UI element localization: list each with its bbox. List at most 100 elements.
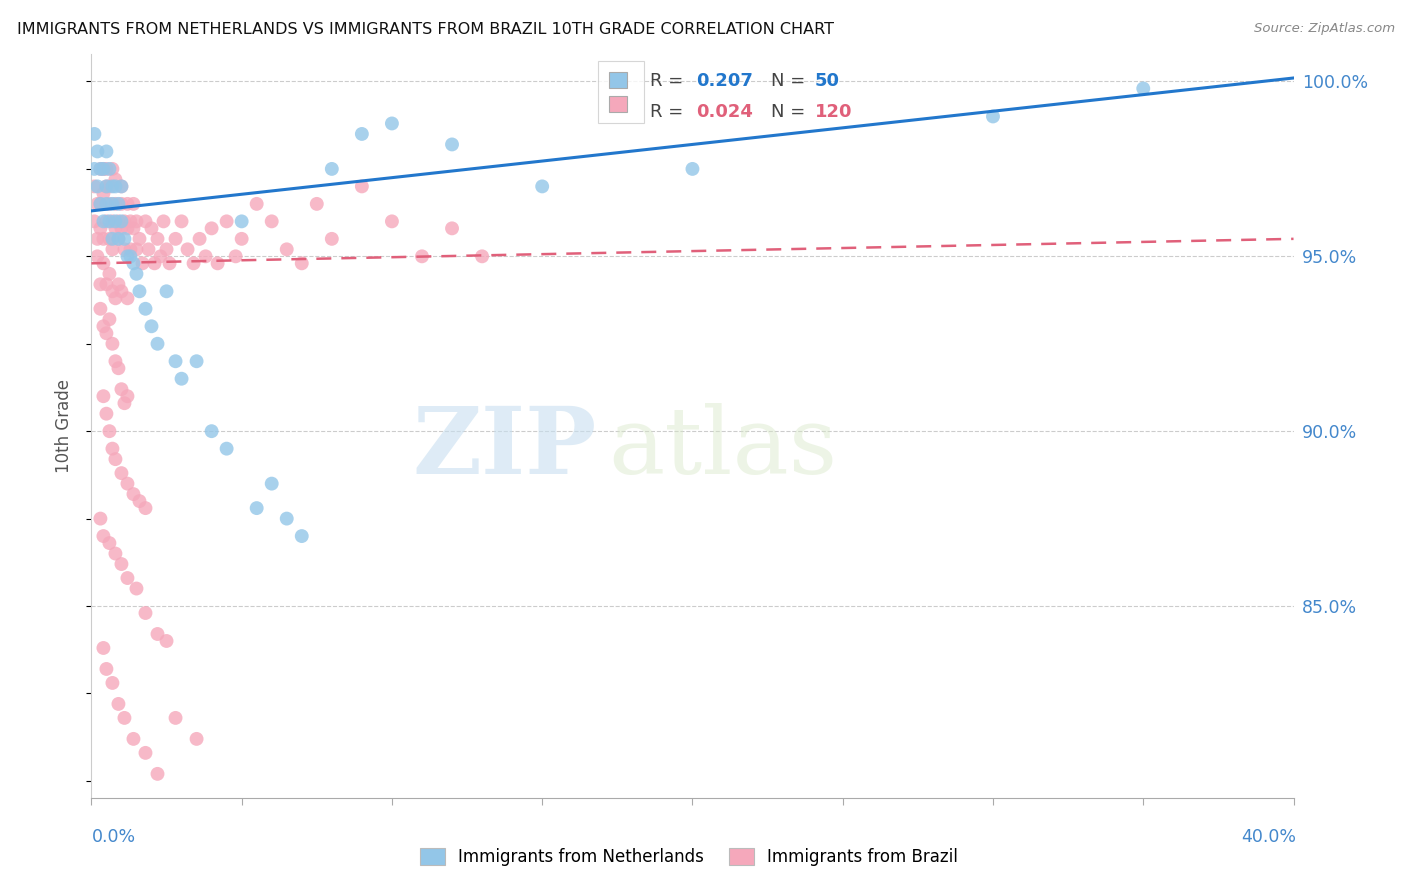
Point: [141, 221, 163, 235]
Point: [83, 214, 105, 228]
Point: [101, 676, 124, 690]
Text: 40.0%: 40.0%: [1241, 828, 1296, 846]
Point: [125, 214, 148, 228]
Text: IMMIGRANTS FROM NETHERLANDS VS IMMIGRANTS FROM BRAZIL 10TH GRADE CORRELATION CHA: IMMIGRANTS FROM NETHERLANDS VS IMMIGRANT…: [17, 22, 834, 37]
Point: [291, 529, 314, 543]
Point: [117, 476, 139, 491]
Point: [134, 214, 156, 228]
Point: [89, 161, 111, 176]
Point: [83, 179, 105, 194]
Point: [93, 640, 115, 655]
Point: [110, 214, 132, 228]
Point: [225, 249, 247, 263]
Point: [104, 354, 127, 368]
Point: [183, 256, 205, 270]
Point: [110, 557, 132, 571]
Point: [104, 291, 127, 305]
Point: [110, 221, 132, 235]
Point: [117, 249, 139, 263]
Text: 50: 50: [815, 72, 839, 90]
Point: [96, 197, 118, 211]
Point: [120, 214, 142, 228]
Point: [146, 627, 169, 641]
Point: [114, 214, 136, 228]
Point: [165, 711, 187, 725]
Point: [138, 243, 160, 257]
Point: [107, 232, 129, 246]
Point: [440, 221, 463, 235]
Point: [149, 249, 172, 263]
Point: [681, 161, 703, 176]
Point: [93, 214, 115, 228]
Point: [107, 361, 129, 376]
Point: [93, 232, 115, 246]
Point: [276, 511, 298, 525]
Point: [86, 249, 108, 263]
Point: [98, 179, 121, 194]
Point: [104, 172, 127, 186]
Point: [131, 256, 153, 270]
Point: [246, 197, 269, 211]
Point: [165, 232, 187, 246]
Point: [98, 424, 121, 438]
Point: [117, 197, 139, 211]
Text: 120: 120: [815, 103, 852, 120]
Point: [201, 424, 224, 438]
Point: [93, 161, 115, 176]
Point: [86, 197, 108, 211]
Text: 0.024: 0.024: [696, 103, 754, 120]
Text: 0.0%: 0.0%: [91, 828, 135, 846]
Point: [86, 232, 108, 246]
Point: [107, 232, 129, 246]
Point: [98, 197, 121, 211]
Point: [165, 354, 187, 368]
Point: [93, 186, 115, 201]
Point: [260, 214, 283, 228]
Text: atlas: atlas: [609, 403, 838, 493]
Point: [101, 161, 124, 176]
Point: [107, 214, 129, 228]
Point: [89, 511, 111, 525]
Point: [207, 256, 229, 270]
Point: [98, 312, 121, 326]
Point: [125, 582, 148, 596]
Point: [194, 249, 217, 263]
Point: [114, 243, 136, 257]
Point: [110, 285, 132, 299]
Text: ZIP: ZIP: [412, 403, 596, 493]
Point: [122, 221, 145, 235]
Point: [159, 256, 181, 270]
Point: [101, 179, 124, 194]
Point: [89, 161, 111, 176]
Point: [101, 285, 124, 299]
Point: [104, 179, 127, 194]
Y-axis label: 10th Grade: 10th Grade: [55, 379, 73, 473]
Point: [122, 197, 145, 211]
Point: [101, 442, 124, 456]
Point: [122, 256, 145, 270]
Point: [98, 232, 121, 246]
Point: [93, 529, 115, 543]
Point: [231, 214, 253, 228]
Point: [246, 501, 269, 516]
Point: [104, 452, 127, 467]
Point: [104, 547, 127, 561]
Point: [188, 232, 211, 246]
Point: [134, 606, 156, 620]
Point: [117, 571, 139, 585]
Point: [350, 179, 373, 194]
Point: [321, 232, 343, 246]
Point: [117, 221, 139, 235]
Point: [83, 127, 105, 141]
Point: [96, 277, 118, 292]
Point: [104, 214, 127, 228]
Point: [125, 243, 148, 257]
Point: [128, 494, 150, 508]
Point: [122, 487, 145, 501]
Point: [117, 389, 139, 403]
Text: R =: R =: [651, 72, 689, 90]
Point: [110, 179, 132, 194]
Point: [96, 407, 118, 421]
Point: [134, 301, 156, 316]
Point: [107, 277, 129, 292]
